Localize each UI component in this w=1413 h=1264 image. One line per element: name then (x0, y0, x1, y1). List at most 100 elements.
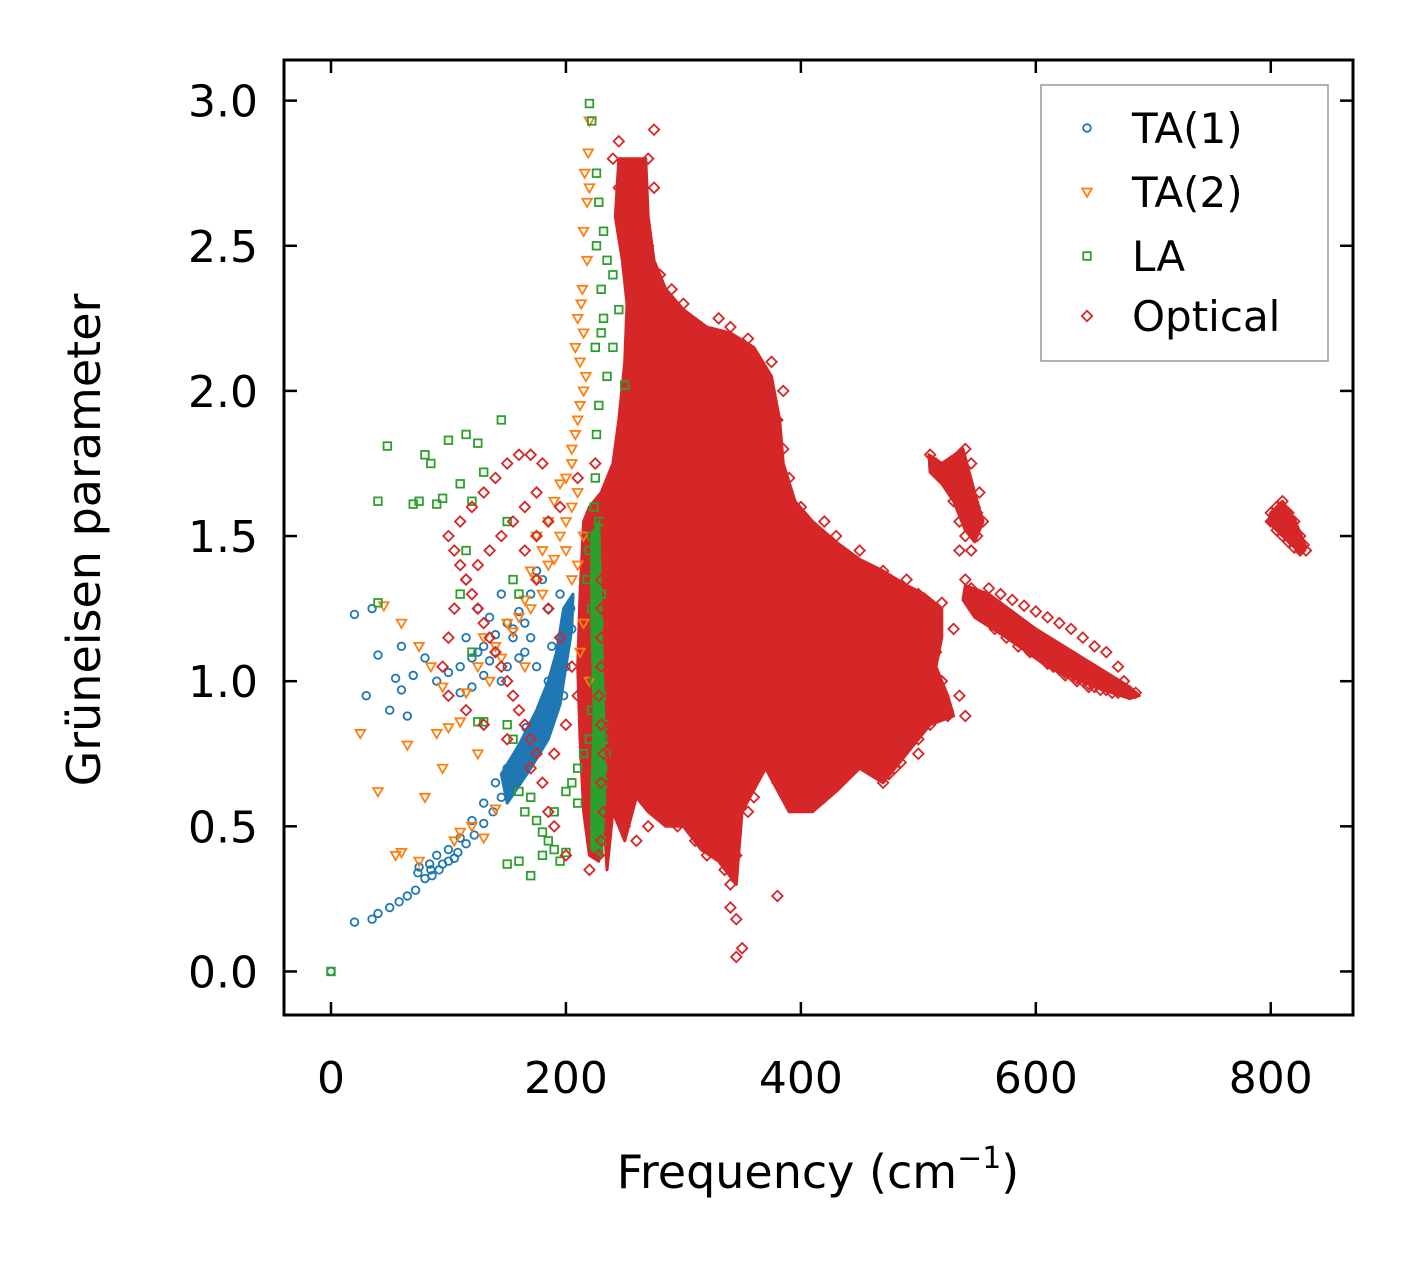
la-point (614, 304, 624, 315)
la-point (514, 589, 524, 599)
ta-1-point (432, 676, 442, 686)
ta-2-point (371, 787, 385, 799)
optical-point (753, 761, 767, 775)
optical-point (853, 587, 867, 601)
optical-point (665, 776, 679, 790)
optical-point (688, 369, 702, 383)
y-tick-label: 1.5 (188, 512, 258, 563)
optical-point (1011, 639, 1025, 653)
optical-point (735, 427, 749, 441)
la-point (549, 844, 559, 855)
optical-point (1276, 494, 1289, 508)
optical-point (1111, 686, 1125, 700)
ta-2-point (547, 554, 561, 566)
optical-point (582, 863, 596, 877)
optical-point (1099, 683, 1113, 697)
optical-point (911, 645, 925, 659)
ta-1-point (496, 589, 507, 599)
optical-point (972, 486, 986, 499)
optical-point (817, 515, 831, 529)
optical-point (612, 134, 626, 148)
ta-2-point (412, 856, 426, 868)
ta-1-point (479, 818, 489, 829)
optical-point (559, 848, 573, 862)
la-point (587, 531, 597, 541)
la-point (420, 450, 430, 460)
ta-1-point (496, 676, 507, 686)
optical-point (911, 587, 925, 601)
optical-point (471, 558, 485, 572)
ta-1-point (473, 647, 483, 657)
optical-point (676, 529, 690, 543)
ta-1-point (467, 653, 477, 663)
optical-point (459, 573, 473, 587)
optical-point (976, 593, 990, 607)
optical-point (1281, 535, 1295, 549)
optical-point (870, 761, 884, 775)
ta-1-point (511, 769, 522, 779)
x-axis-label-main: Frequency (cm (617, 1145, 957, 1199)
ta-1-point (373, 908, 383, 919)
la-point (596, 284, 606, 295)
optical-point (635, 602, 649, 616)
ta-1-point (390, 673, 401, 683)
optical-point (606, 152, 620, 166)
x-axis-label-close: ) (1001, 1145, 1019, 1199)
la-point (584, 98, 595, 109)
ta-2-point (571, 488, 585, 500)
optical-point (900, 573, 914, 587)
ta-1-point (408, 670, 418, 681)
optical-point (688, 573, 702, 587)
optical-point (964, 544, 978, 558)
optical-point (1046, 660, 1060, 674)
ta-2-point (395, 848, 408, 860)
optical-point (594, 834, 608, 848)
optical-point (735, 747, 749, 761)
optical-point (864, 631, 878, 645)
la-point (619, 380, 630, 390)
optical-point (500, 674, 514, 688)
optical-point (547, 819, 561, 833)
la-point (455, 479, 465, 489)
ta-1-point (479, 670, 489, 681)
optical-point (1017, 599, 1031, 613)
optical-point (1070, 671, 1084, 685)
optical-point (441, 631, 455, 645)
optical-point (447, 544, 461, 558)
optical-point (817, 645, 831, 659)
ta-2-point (571, 415, 585, 427)
optical-point (759, 442, 773, 456)
optical-point (1270, 500, 1284, 514)
optical-point (958, 709, 972, 723)
optical-point (688, 805, 702, 819)
optical-point (518, 500, 532, 514)
optical-point (864, 573, 878, 587)
optical-point (1029, 605, 1043, 618)
optical-point (782, 471, 796, 485)
optical-point (659, 340, 673, 354)
optical-point (606, 602, 620, 616)
optical-point (759, 703, 773, 717)
optical-point (488, 471, 502, 485)
optical-point (441, 689, 455, 703)
optical-point (629, 631, 643, 645)
optical-point (952, 486, 966, 499)
optical-point (841, 732, 855, 746)
optical-point (588, 457, 602, 470)
optical-point (923, 703, 937, 717)
ta-1-point (349, 917, 360, 927)
ta-2-point (565, 444, 579, 456)
optical-point (624, 515, 638, 529)
optical-point (770, 486, 784, 499)
optical-point (606, 689, 620, 703)
optical-point (841, 747, 855, 761)
optical-point (806, 558, 820, 572)
la-point (595, 821, 605, 832)
optical-point (982, 599, 996, 613)
la-point (502, 859, 512, 869)
plot-frame (282, 58, 1355, 1017)
la-point (596, 589, 606, 599)
ta-1-point (361, 690, 371, 701)
ta-1-point (394, 897, 404, 907)
